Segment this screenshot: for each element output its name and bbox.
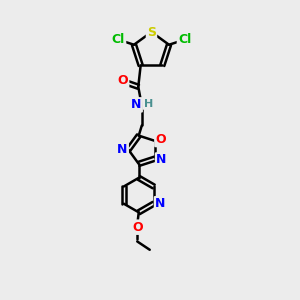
- Text: N: N: [131, 98, 142, 111]
- Text: N: N: [155, 197, 165, 210]
- Text: Cl: Cl: [112, 33, 125, 46]
- Text: H: H: [144, 99, 153, 109]
- Text: O: O: [155, 133, 166, 146]
- Text: S: S: [147, 26, 156, 38]
- Text: N: N: [117, 143, 128, 156]
- Text: O: O: [132, 221, 142, 234]
- Text: O: O: [118, 74, 128, 87]
- Text: Cl: Cl: [178, 33, 191, 46]
- Text: N: N: [156, 154, 166, 166]
